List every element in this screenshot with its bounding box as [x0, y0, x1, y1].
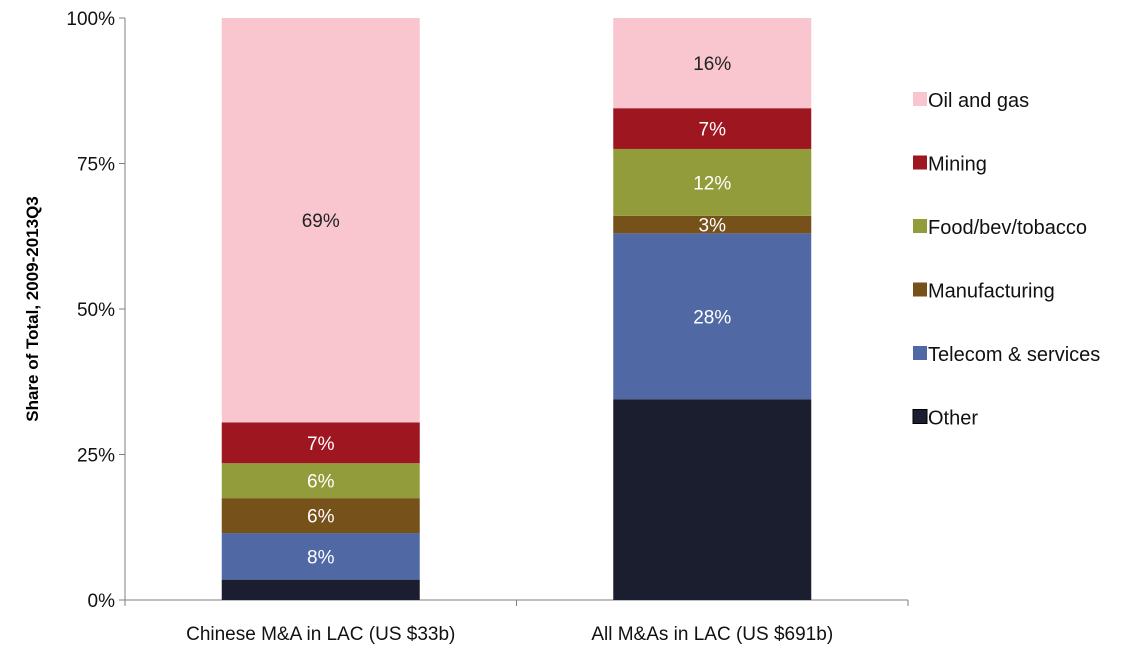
legend-swatch	[913, 219, 927, 233]
data-label: 7%	[699, 120, 727, 141]
x-categories: Chinese M&A in LAC (US $33b) All M&As in …	[124, 600, 909, 645]
legend-swatch	[913, 92, 927, 106]
bar-segment	[613, 399, 812, 600]
y-axis-label: Share of Total, 2009-2013Q3	[23, 196, 42, 422]
bar-segment	[221, 18, 420, 423]
y-tick-label: 0%	[88, 591, 116, 612]
data-label: 69%	[302, 211, 340, 232]
data-label: 6%	[307, 472, 335, 493]
bar-segment	[613, 148, 812, 216]
legend-swatch	[913, 282, 927, 297]
legend-label: Oil and gas	[928, 90, 1029, 112]
legend-swatch	[913, 346, 927, 360]
legend-swatch	[912, 409, 928, 424]
y-tick-label: 25%	[77, 446, 115, 467]
data-label: 6%	[307, 507, 335, 528]
y-tick-label: 75%	[77, 155, 115, 176]
legend-label: Telecom & services	[928, 344, 1100, 366]
bar-segment	[221, 463, 420, 499]
bar-segment	[613, 233, 812, 400]
data-label: 7%	[307, 434, 335, 455]
bar-segment	[613, 18, 812, 109]
legend-label: Manufacturing	[928, 281, 1055, 303]
data-label: 3%	[699, 216, 727, 237]
x-category-label: Chinese M&A in LAC (US $33b)	[186, 624, 455, 645]
bars: 8% 6% 6% 7% 69% 28% 3% 12% 7% 16%	[221, 18, 812, 600]
bar-segment	[613, 215, 812, 234]
bar-segment	[221, 498, 420, 534]
legend-swatch	[913, 155, 927, 170]
data-label: 16%	[693, 54, 731, 75]
y-tick-label: 100%	[66, 9, 115, 30]
data-label: 28%	[693, 307, 731, 328]
legend: Oil and gas Mining Food/bev/tobacco Manufac…	[912, 90, 1100, 430]
bar-segment	[613, 108, 812, 149]
legend-label: Mining	[928, 154, 987, 176]
data-label: 8%	[307, 547, 335, 568]
y-ticks: 0% 25% 50% 75% 100%	[66, 9, 125, 612]
legend-label: Food/bev/tobacco	[928, 217, 1087, 239]
data-label: 12%	[693, 173, 731, 194]
x-category-label: All M&As in LAC (US $691b)	[591, 624, 833, 645]
legend-label: Other	[928, 408, 978, 430]
bar-segment	[221, 422, 420, 464]
y-tick-label: 50%	[77, 300, 115, 321]
bar-segment	[221, 579, 420, 600]
bar-segment	[221, 533, 420, 580]
